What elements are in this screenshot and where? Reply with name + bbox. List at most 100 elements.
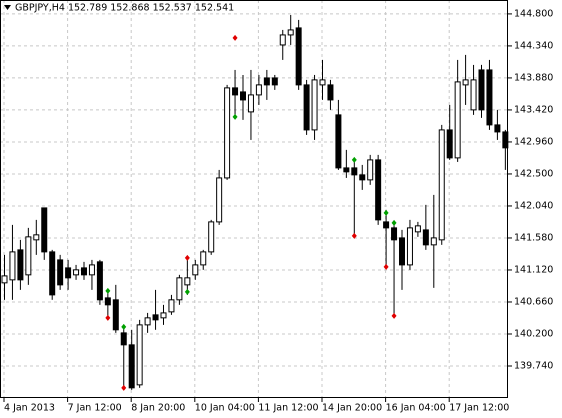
candle-body bbox=[478, 69, 485, 111]
candle-body bbox=[327, 84, 334, 101]
marker bbox=[184, 254, 190, 261]
candle-body bbox=[271, 77, 278, 86]
marker bbox=[232, 34, 238, 41]
y-tick-label: 144.800 bbox=[514, 8, 553, 19]
candle-body bbox=[57, 259, 64, 286]
candle-body bbox=[73, 269, 80, 276]
candle-body bbox=[375, 159, 382, 221]
x-tick-label: 8 Jan 20:00 bbox=[131, 403, 185, 414]
candle-body bbox=[311, 79, 318, 131]
marker bbox=[351, 156, 357, 163]
y-tick-label: 142.960 bbox=[514, 136, 553, 147]
candle-body bbox=[9, 251, 16, 281]
x-tick-label: 14 Jan 20:00 bbox=[322, 403, 382, 414]
marker bbox=[105, 287, 111, 294]
candle-body bbox=[391, 227, 398, 241]
candle-body bbox=[430, 237, 437, 246]
candle-body bbox=[41, 207, 48, 253]
candle-body bbox=[112, 299, 119, 331]
y-tick-label: 142.040 bbox=[514, 200, 553, 211]
menu-triangle bbox=[4, 5, 11, 10]
candle-body bbox=[295, 27, 302, 86]
candle-body bbox=[176, 277, 183, 301]
marker bbox=[391, 219, 397, 226]
candle-body bbox=[422, 229, 429, 246]
candle-body bbox=[343, 167, 350, 173]
candle-body bbox=[120, 332, 127, 346]
marker bbox=[121, 384, 127, 391]
plot-frame bbox=[0, 0, 508, 398]
candle-body bbox=[247, 94, 254, 113]
marker bbox=[105, 314, 111, 321]
x-tick-label: 17 Jan 12:00 bbox=[449, 403, 509, 414]
y-tick-label: 143.420 bbox=[514, 104, 553, 115]
candle-body bbox=[240, 91, 246, 101]
marker bbox=[383, 263, 389, 270]
candle-body bbox=[351, 167, 358, 176]
marker bbox=[184, 288, 190, 295]
candle-body bbox=[494, 124, 501, 133]
candle-body bbox=[454, 81, 461, 159]
x-tick-label: 4 Jan 2013 bbox=[4, 403, 55, 414]
candle-body bbox=[279, 34, 286, 46]
candle-body bbox=[192, 264, 199, 276]
candle-body bbox=[383, 221, 390, 229]
candle-body bbox=[319, 79, 326, 86]
marker bbox=[121, 323, 127, 330]
candle-body bbox=[88, 264, 95, 276]
chart-title: GBPJPY,H4 152.789 152.868 152.537 152.54… bbox=[15, 3, 234, 14]
y-tick-label: 141.580 bbox=[514, 232, 553, 243]
candle-body bbox=[160, 312, 167, 319]
candle-body bbox=[17, 249, 24, 281]
candle-body bbox=[128, 344, 135, 389]
candle-body bbox=[184, 277, 191, 286]
x-tick-label: 10 Jan 04:00 bbox=[195, 403, 255, 414]
candle-body bbox=[49, 251, 56, 296]
x-tick-label: 16 Jan 04:00 bbox=[386, 403, 446, 414]
candle-body bbox=[255, 84, 262, 96]
candle-body bbox=[470, 79, 477, 111]
candle-body bbox=[33, 234, 40, 241]
candle-body bbox=[1, 275, 8, 284]
marker bbox=[351, 232, 357, 239]
candle-body bbox=[486, 69, 493, 126]
candle-body bbox=[25, 236, 32, 276]
candle-body bbox=[224, 87, 231, 179]
candle-body bbox=[216, 177, 223, 223]
candle-body bbox=[232, 87, 239, 96]
candle-body bbox=[152, 314, 159, 321]
candle-body bbox=[335, 114, 342, 169]
candle-body bbox=[65, 267, 72, 279]
candle-body bbox=[399, 237, 405, 266]
candle-body bbox=[367, 159, 374, 181]
candle-body bbox=[144, 317, 151, 326]
candle-body bbox=[96, 261, 103, 301]
candle-body bbox=[263, 77, 270, 86]
candle-body bbox=[287, 29, 294, 36]
candle-body bbox=[406, 227, 413, 266]
y-tick-label: 140.660 bbox=[514, 296, 553, 307]
candle-body bbox=[208, 221, 215, 253]
x-tick-label: 11 Jan 12:00 bbox=[258, 403, 318, 414]
candle-body bbox=[200, 251, 207, 266]
marker bbox=[391, 312, 397, 319]
y-tick-label: 140.200 bbox=[514, 328, 553, 339]
y-tick-label: 141.120 bbox=[514, 264, 553, 275]
candle-body bbox=[438, 129, 445, 241]
candle-body bbox=[168, 299, 175, 313]
marker bbox=[232, 113, 238, 120]
candle-body bbox=[81, 267, 87, 276]
y-tick-label: 139.740 bbox=[514, 360, 553, 371]
y-tick-label: 144.340 bbox=[514, 40, 553, 51]
candle-body bbox=[446, 129, 453, 159]
candle-body bbox=[359, 174, 366, 181]
plot bbox=[1, 14, 509, 391]
candle-body bbox=[414, 225, 421, 233]
marker bbox=[383, 209, 389, 216]
x-tick-label: 7 Jan 12:00 bbox=[68, 403, 122, 414]
y-tick-label: 142.500 bbox=[514, 168, 553, 179]
candle-body bbox=[303, 84, 310, 131]
candle-body bbox=[136, 324, 143, 386]
